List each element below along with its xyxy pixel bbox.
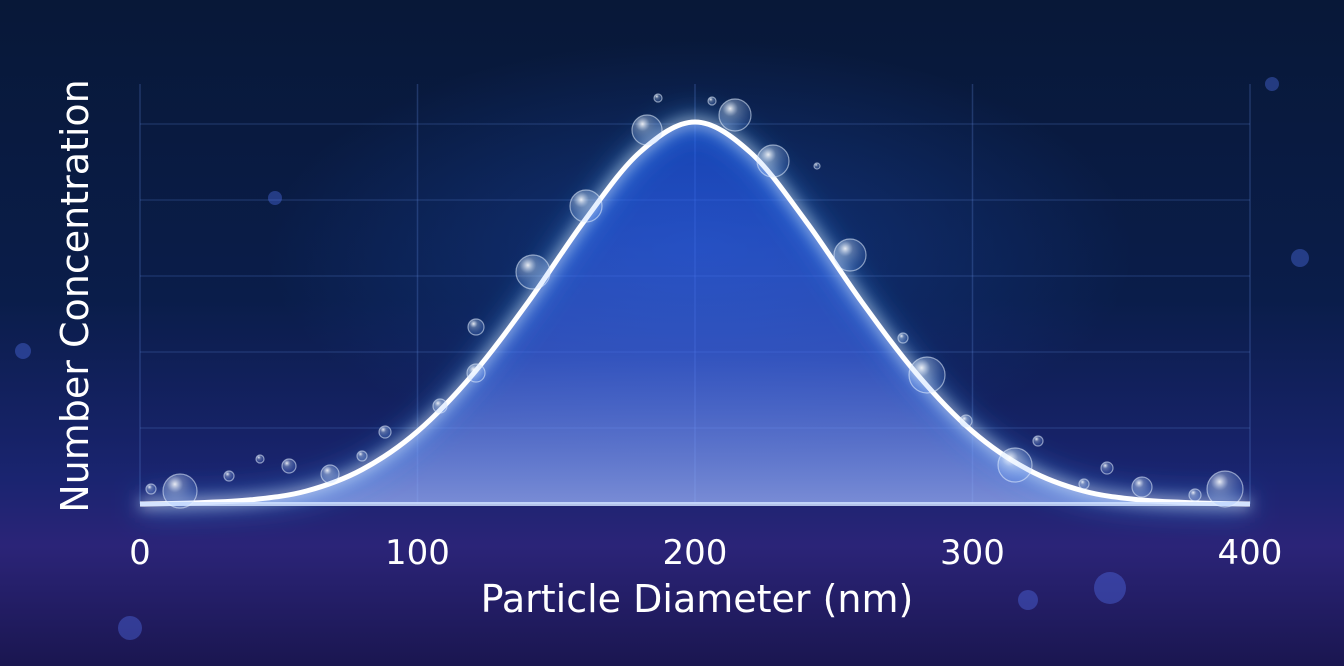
bubble xyxy=(707,96,717,106)
bubble xyxy=(813,162,821,170)
x-tick-labels: 0 100 200 300 400 xyxy=(129,533,1282,573)
bubble xyxy=(145,483,157,495)
bokeh-dot xyxy=(1291,249,1309,267)
bubble xyxy=(162,473,198,509)
distribution-area xyxy=(140,122,1250,504)
bubble xyxy=(1206,470,1244,508)
bubble xyxy=(631,114,663,146)
bubble xyxy=(1078,478,1090,490)
bubble xyxy=(467,318,485,336)
bokeh-dot xyxy=(15,343,31,359)
distribution-line xyxy=(139,119,1251,507)
bubble xyxy=(1100,461,1114,475)
bokeh-dot xyxy=(1018,590,1038,610)
bubble xyxy=(897,332,909,344)
bokeh-dot xyxy=(1094,572,1126,604)
bubble xyxy=(255,454,265,464)
bubble xyxy=(997,447,1033,483)
bubble xyxy=(1131,476,1153,498)
bokeh-dot xyxy=(1265,77,1279,91)
bubble xyxy=(833,238,867,272)
bubble xyxy=(466,363,486,383)
x-tick-label: 300 xyxy=(940,533,1005,573)
bubble xyxy=(356,450,368,462)
x-axis-label: Particle Diameter (nm) xyxy=(481,577,914,621)
bokeh-dot xyxy=(118,616,142,640)
bubble xyxy=(223,470,235,482)
bubble xyxy=(756,144,790,178)
background-bokeh xyxy=(15,77,1309,640)
bubble xyxy=(320,464,340,484)
bokeh-dot xyxy=(268,191,282,205)
bubble xyxy=(378,425,392,439)
x-tick-label: 0 xyxy=(129,533,151,573)
bubble xyxy=(959,414,973,428)
x-tick-label: 100 xyxy=(385,533,450,573)
bubble xyxy=(1188,488,1202,502)
bubble xyxy=(515,254,551,290)
bubble xyxy=(281,458,297,474)
bubble xyxy=(718,98,752,132)
x-tick-label: 400 xyxy=(1218,533,1283,573)
x-tick-label: 200 xyxy=(663,533,728,573)
bubble-decorations xyxy=(145,93,1244,509)
y-axis-label: Number Concentration xyxy=(53,79,97,513)
bubble xyxy=(908,356,946,394)
bubble xyxy=(653,93,663,103)
bubble xyxy=(1032,435,1044,447)
bubble xyxy=(569,189,603,223)
bubble xyxy=(432,398,448,414)
